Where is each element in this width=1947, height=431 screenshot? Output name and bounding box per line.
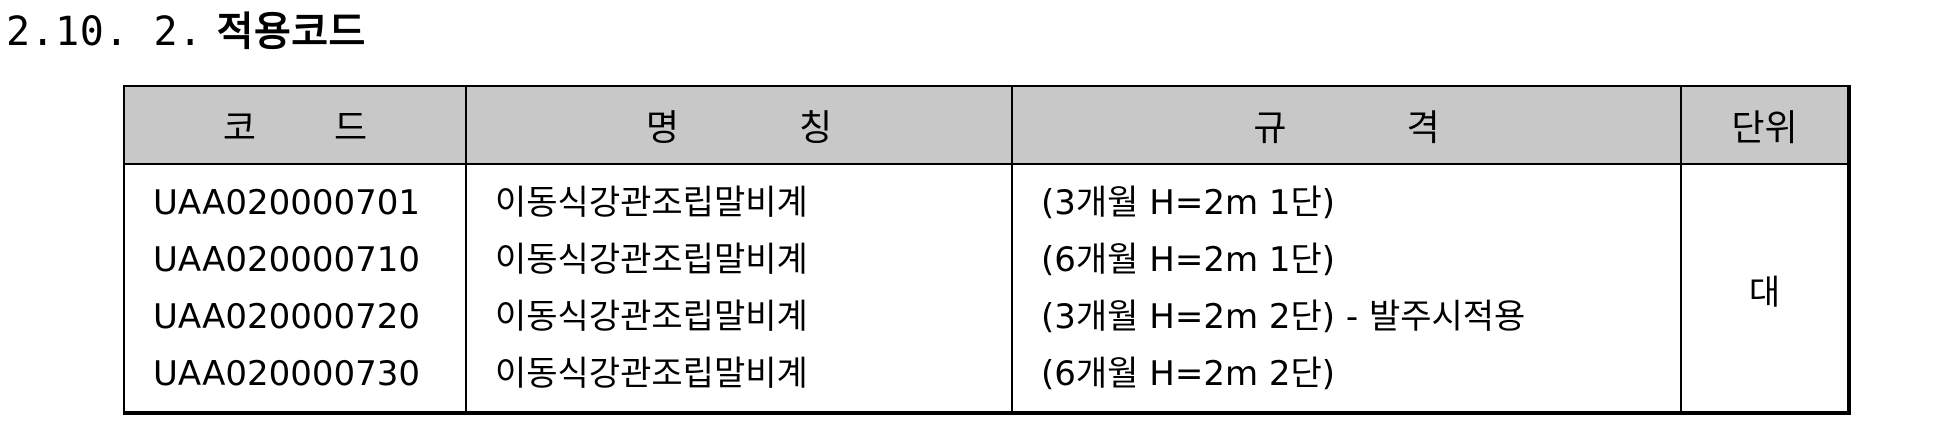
cell-code: UAA020000720: [123, 289, 467, 346]
cell-name: 이동식강관조립말비계: [465, 164, 1013, 232]
section-title: 적용코드: [216, 8, 366, 55]
section-number: 2.10. 2.: [6, 9, 203, 55]
cell-spec: (3개월 H=2m 1단): [1011, 164, 1682, 232]
section-heading: 2.10. 2. 적용코드: [6, 6, 366, 58]
cell-name: 이동식강관조립말비계: [465, 289, 1013, 346]
table-row: UAA020000701 이동식강관조립말비계 (3개월 H=2m 1단) 대: [123, 164, 1850, 413]
table-row: UAA020000710 이동식강관조립말비계 (6개월 H=2m 1단): [123, 232, 1849, 289]
table-row: UAA020000720 이동식강관조립말비계 (3개월 H=2m 2단) - …: [123, 289, 1849, 346]
cell-code: UAA020000730: [123, 346, 467, 413]
cell-code: UAA020000701: [123, 164, 467, 232]
cell-spec: (3개월 H=2m 2단) - 발주시적용: [1011, 289, 1682, 346]
cell-spec: (6개월 H=2m 2단): [1011, 346, 1682, 413]
cell-spec: (6개월 H=2m 1단): [1011, 232, 1682, 289]
cell-name: 이동식강관조립말비계: [465, 346, 1013, 413]
cell-unit: 대: [1680, 164, 1850, 413]
cell-name: 이동식강관조립말비계: [465, 232, 1013, 289]
header-unit: 단위: [1680, 85, 1850, 165]
table-row: UAA020000730 이동식강관조립말비계 (6개월 H=2m 2단): [123, 346, 1849, 413]
cell-code: UAA020000710: [123, 232, 467, 289]
